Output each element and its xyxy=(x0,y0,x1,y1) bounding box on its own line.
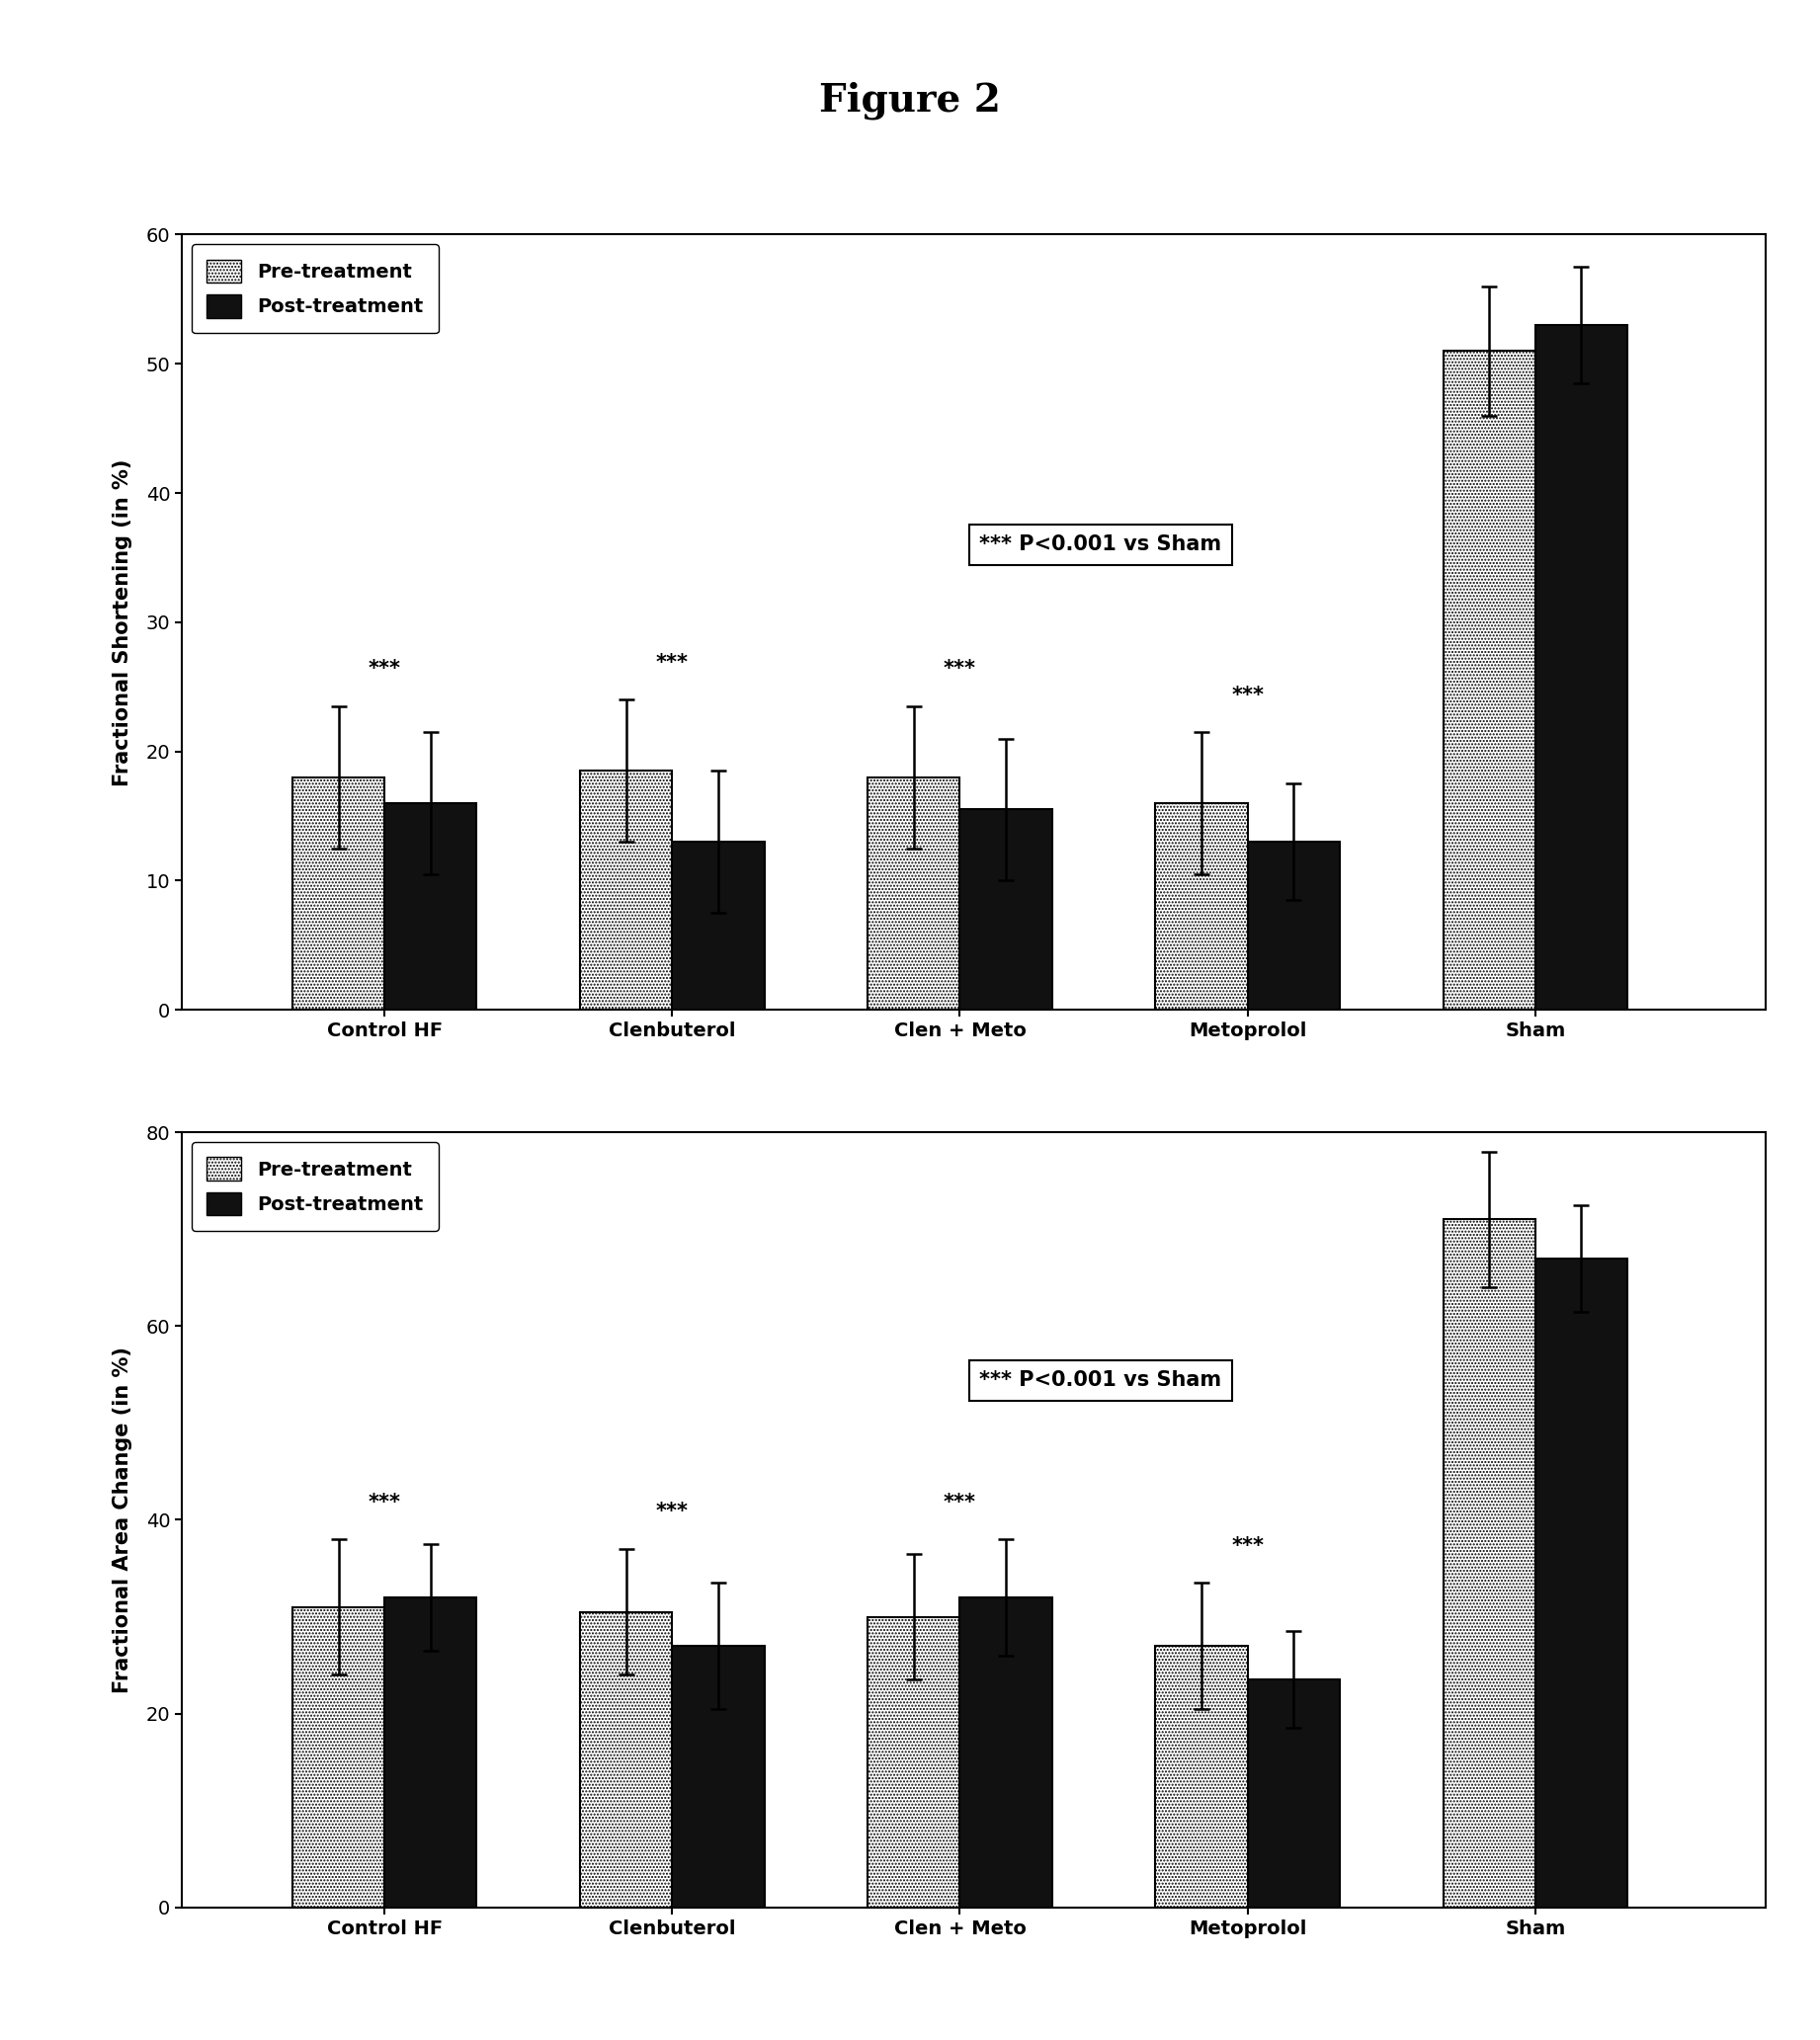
Text: ***: *** xyxy=(655,1501,688,1522)
Bar xyxy=(1156,1646,1247,1907)
Bar xyxy=(581,1612,672,1907)
Bar xyxy=(384,1597,477,1907)
Bar xyxy=(1536,324,1627,1010)
Bar xyxy=(868,1616,959,1907)
Text: ***: *** xyxy=(655,653,688,673)
Text: *** P<0.001 vs Sham: *** P<0.001 vs Sham xyxy=(979,1371,1221,1389)
Y-axis label: Fractional Shortening (in %): Fractional Shortening (in %) xyxy=(113,459,133,785)
Legend: Pre-treatment, Post-treatment: Pre-treatment, Post-treatment xyxy=(191,245,439,333)
Bar xyxy=(581,771,672,1010)
Bar xyxy=(1443,351,1536,1010)
Bar xyxy=(672,1646,764,1907)
Bar xyxy=(959,810,1052,1010)
Text: ***: *** xyxy=(943,659,976,679)
Legend: Pre-treatment, Post-treatment: Pre-treatment, Post-treatment xyxy=(191,1142,439,1230)
Text: ***: *** xyxy=(943,1493,976,1512)
Bar xyxy=(1247,843,1340,1010)
Bar xyxy=(1156,804,1247,1010)
Bar xyxy=(1536,1259,1627,1907)
Text: ***: *** xyxy=(368,659,400,679)
Text: Figure 2: Figure 2 xyxy=(819,82,1001,120)
Bar xyxy=(293,1608,384,1907)
Bar xyxy=(293,777,384,1010)
Bar xyxy=(384,804,477,1010)
Bar xyxy=(959,1597,1052,1907)
Text: ***: *** xyxy=(1232,685,1263,706)
Bar xyxy=(672,843,764,1010)
Y-axis label: Fractional Area Change (in %): Fractional Area Change (in %) xyxy=(113,1346,133,1693)
Bar xyxy=(1247,1679,1340,1907)
Bar xyxy=(1443,1220,1536,1907)
Text: ***: *** xyxy=(1232,1536,1263,1557)
Bar xyxy=(868,777,959,1010)
Text: *** P<0.001 vs Sham: *** P<0.001 vs Sham xyxy=(979,534,1221,555)
Text: ***: *** xyxy=(368,1493,400,1512)
